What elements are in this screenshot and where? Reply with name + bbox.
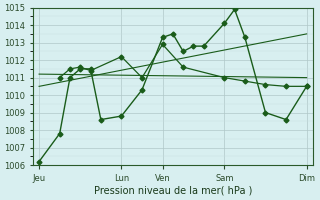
X-axis label: Pression niveau de la mer( hPa ): Pression niveau de la mer( hPa ) [94, 186, 252, 196]
